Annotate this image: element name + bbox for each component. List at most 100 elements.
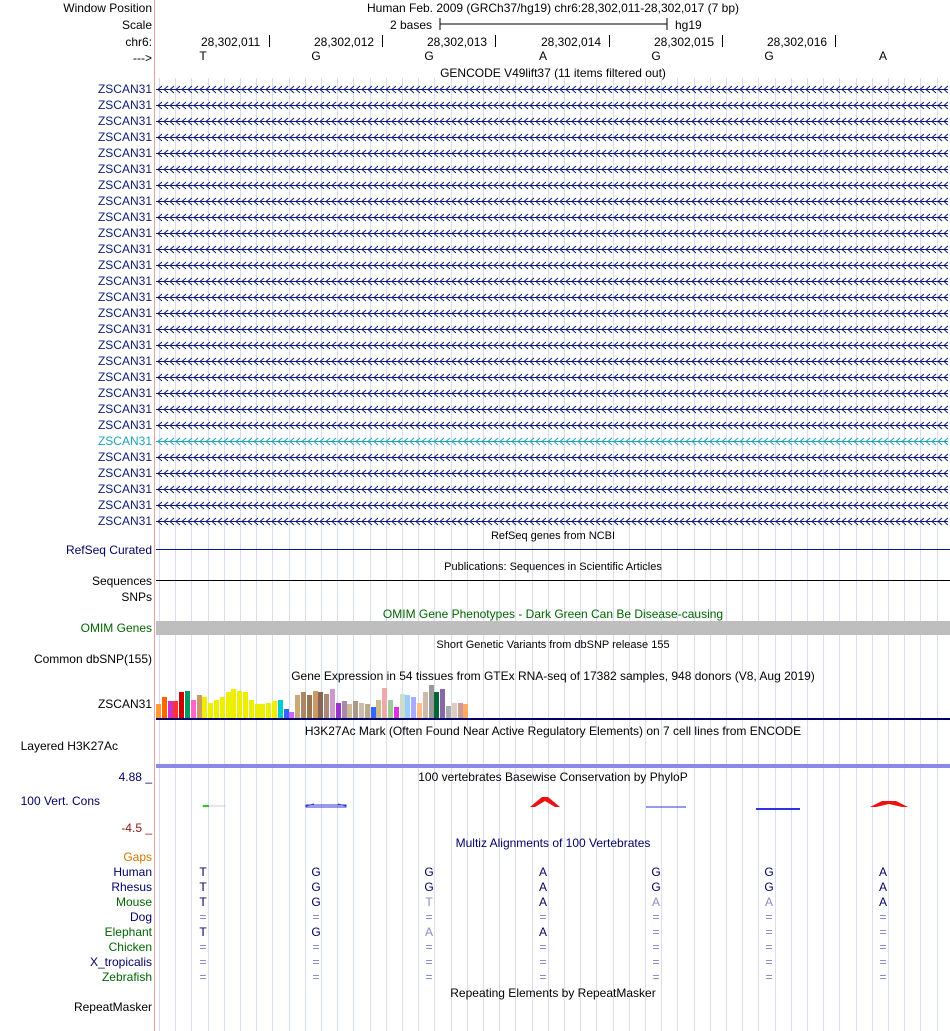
gencode-transcript-row[interactable] bbox=[156, 100, 948, 111]
multiz-species-label[interactable]: X_tropicalis bbox=[89, 955, 152, 969]
gencode-gene-label[interactable]: ZSCAN31 bbox=[97, 130, 152, 144]
gencode-transcript-row[interactable] bbox=[156, 404, 948, 415]
gtex-tissue-bar[interactable] bbox=[260, 704, 265, 718]
gencode-gene-label[interactable]: ZSCAN31 bbox=[97, 194, 152, 208]
gencode-gene-label[interactable]: ZSCAN31 bbox=[97, 322, 152, 336]
gtex-tissue-bar[interactable] bbox=[405, 695, 410, 718]
track-data-area[interactable]: Human Feb. 2009 (GRCh37/hg19) chr6:28,30… bbox=[156, 0, 950, 1031]
gencode-gene-label[interactable]: ZSCAN31 bbox=[97, 482, 152, 496]
gtex-tissue-bar[interactable] bbox=[376, 700, 381, 718]
track-label-gtex-gene[interactable]: ZSCAN31 bbox=[97, 697, 152, 711]
gtex-tissue-bar[interactable] bbox=[347, 704, 352, 718]
gencode-transcript-row[interactable] bbox=[156, 484, 948, 495]
gtex-tissue-bar[interactable] bbox=[197, 695, 202, 718]
gtex-tissue-bar[interactable] bbox=[440, 689, 445, 718]
gencode-gene-label[interactable]: ZSCAN31 bbox=[97, 338, 152, 352]
gtex-tissue-bar[interactable] bbox=[446, 706, 451, 718]
multiz-species-label[interactable]: Chicken bbox=[108, 940, 152, 954]
gtex-tissue-bar[interactable] bbox=[191, 700, 196, 718]
gencode-gene-label[interactable]: ZSCAN31 bbox=[97, 242, 152, 256]
gencode-transcript-row[interactable] bbox=[156, 340, 948, 351]
gencode-transcript-row[interactable] bbox=[156, 260, 948, 271]
gencode-transcript-row[interactable] bbox=[156, 292, 948, 303]
gtex-tissue-bar[interactable] bbox=[255, 704, 260, 718]
gtex-bar-chart[interactable] bbox=[156, 684, 556, 720]
gtex-tissue-bar[interactable] bbox=[463, 704, 468, 718]
gencode-transcript-row[interactable] bbox=[156, 372, 948, 383]
gencode-transcript-row[interactable] bbox=[156, 212, 948, 223]
gencode-gene-label[interactable]: ZSCAN31 bbox=[97, 114, 152, 128]
gencode-transcript-row[interactable] bbox=[156, 516, 948, 527]
multiz-species-label[interactable]: Mouse bbox=[115, 895, 152, 909]
gtex-tissue-bar[interactable] bbox=[179, 692, 184, 718]
phylop-plot[interactable] bbox=[156, 794, 950, 814]
gencode-gene-label[interactable]: ZSCAN31 bbox=[97, 258, 152, 272]
gtex-tissue-bar[interactable] bbox=[243, 692, 248, 718]
gencode-transcript-row[interactable] bbox=[156, 132, 948, 143]
gencode-gene-label[interactable]: ZSCAN31 bbox=[97, 402, 152, 416]
track-label-snps[interactable]: SNPs bbox=[121, 590, 152, 604]
gtex-tissue-bar[interactable] bbox=[237, 691, 242, 718]
gencode-transcript-row[interactable] bbox=[156, 196, 948, 207]
gencode-gene-label[interactable]: ZSCAN31 bbox=[97, 162, 152, 176]
track-label-repeatmasker[interactable]: RepeatMasker bbox=[73, 1000, 152, 1014]
multiz-species-label[interactable]: Zebrafish bbox=[101, 970, 152, 984]
gtex-tissue-bar[interactable] bbox=[231, 689, 236, 718]
gtex-tissue-bar[interactable] bbox=[249, 700, 254, 718]
gtex-tissue-bar[interactable] bbox=[185, 691, 190, 718]
gtex-tissue-bar[interactable] bbox=[417, 703, 422, 718]
gtex-tissue-bar[interactable] bbox=[388, 700, 393, 718]
track-label-refseq[interactable]: RefSeq Curated bbox=[65, 543, 152, 557]
gencode-transcript-row[interactable] bbox=[156, 324, 948, 335]
gtex-tissue-bar[interactable] bbox=[342, 701, 347, 718]
gencode-transcript-row[interactable] bbox=[156, 276, 948, 287]
gencode-transcript-row[interactable] bbox=[156, 244, 948, 255]
gtex-tissue-bar[interactable] bbox=[214, 700, 219, 718]
gencode-gene-label[interactable]: ZSCAN31 bbox=[97, 290, 152, 304]
gtex-tissue-bar[interactable] bbox=[400, 694, 405, 718]
gencode-gene-label[interactable]: ZSCAN31 bbox=[97, 386, 152, 400]
gtex-tissue-bar[interactable] bbox=[162, 697, 167, 718]
gencode-transcript-row[interactable] bbox=[156, 164, 948, 175]
gtex-tissue-bar[interactable] bbox=[220, 697, 225, 718]
gtex-tissue-bar[interactable] bbox=[371, 707, 376, 718]
omim-gene-bar[interactable] bbox=[156, 621, 950, 635]
gencode-transcript-row[interactable] bbox=[156, 356, 948, 367]
gtex-tissue-bar[interactable] bbox=[208, 703, 213, 718]
gtex-tissue-bar[interactable] bbox=[266, 703, 271, 718]
gencode-transcript-row[interactable] bbox=[156, 228, 948, 239]
gencode-gene-label[interactable]: ZSCAN31 bbox=[97, 274, 152, 288]
gtex-tissue-bar[interactable] bbox=[313, 691, 318, 718]
gencode-gene-label[interactable]: ZSCAN31 bbox=[97, 226, 152, 240]
gencode-transcript-row[interactable] bbox=[156, 84, 948, 95]
gencode-gene-label[interactable]: ZSCAN31 bbox=[97, 146, 152, 160]
gtex-tissue-bar[interactable] bbox=[429, 685, 434, 718]
gencode-transcript-row[interactable] bbox=[156, 436, 948, 447]
gencode-transcript-row[interactable] bbox=[156, 308, 948, 319]
gencode-gene-label[interactable]: ZSCAN31 bbox=[97, 466, 152, 480]
gencode-transcript-row[interactable] bbox=[156, 180, 948, 191]
gtex-tissue-bar[interactable] bbox=[307, 695, 312, 718]
gtex-tissue-bar[interactable] bbox=[365, 704, 370, 718]
gtex-tissue-bar[interactable] bbox=[353, 701, 358, 718]
gtex-tissue-bar[interactable] bbox=[278, 700, 283, 718]
track-label-phylop[interactable]: 100 Vert. Cons bbox=[20, 794, 100, 808]
gencode-gene-label[interactable]: ZSCAN31 bbox=[97, 210, 152, 224]
gencode-transcript-row[interactable] bbox=[156, 148, 948, 159]
gtex-tissue-bar[interactable] bbox=[452, 703, 457, 718]
gtex-tissue-bar[interactable] bbox=[423, 692, 428, 718]
multiz-species-label[interactable]: Elephant bbox=[104, 925, 152, 939]
gtex-tissue-bar[interactable] bbox=[301, 692, 306, 718]
gtex-tissue-bar[interactable] bbox=[330, 689, 335, 718]
track-label-dbsnp[interactable]: Common dbSNP(155) bbox=[33, 652, 152, 666]
gtex-tissue-bar[interactable] bbox=[411, 697, 416, 718]
gencode-gene-label[interactable]: ZSCAN31 bbox=[97, 98, 152, 112]
track-label-sequences[interactable]: Sequences bbox=[91, 574, 152, 588]
gencode-gene-label[interactable]: ZSCAN31 bbox=[97, 450, 152, 464]
gtex-tissue-bar[interactable] bbox=[359, 703, 364, 718]
gtex-tissue-bar[interactable] bbox=[394, 707, 399, 718]
gencode-transcript-row[interactable] bbox=[156, 500, 948, 511]
gtex-tissue-bar[interactable] bbox=[434, 692, 439, 718]
gtex-tissue-bar[interactable] bbox=[202, 697, 207, 718]
gencode-transcript-row[interactable] bbox=[156, 452, 948, 463]
